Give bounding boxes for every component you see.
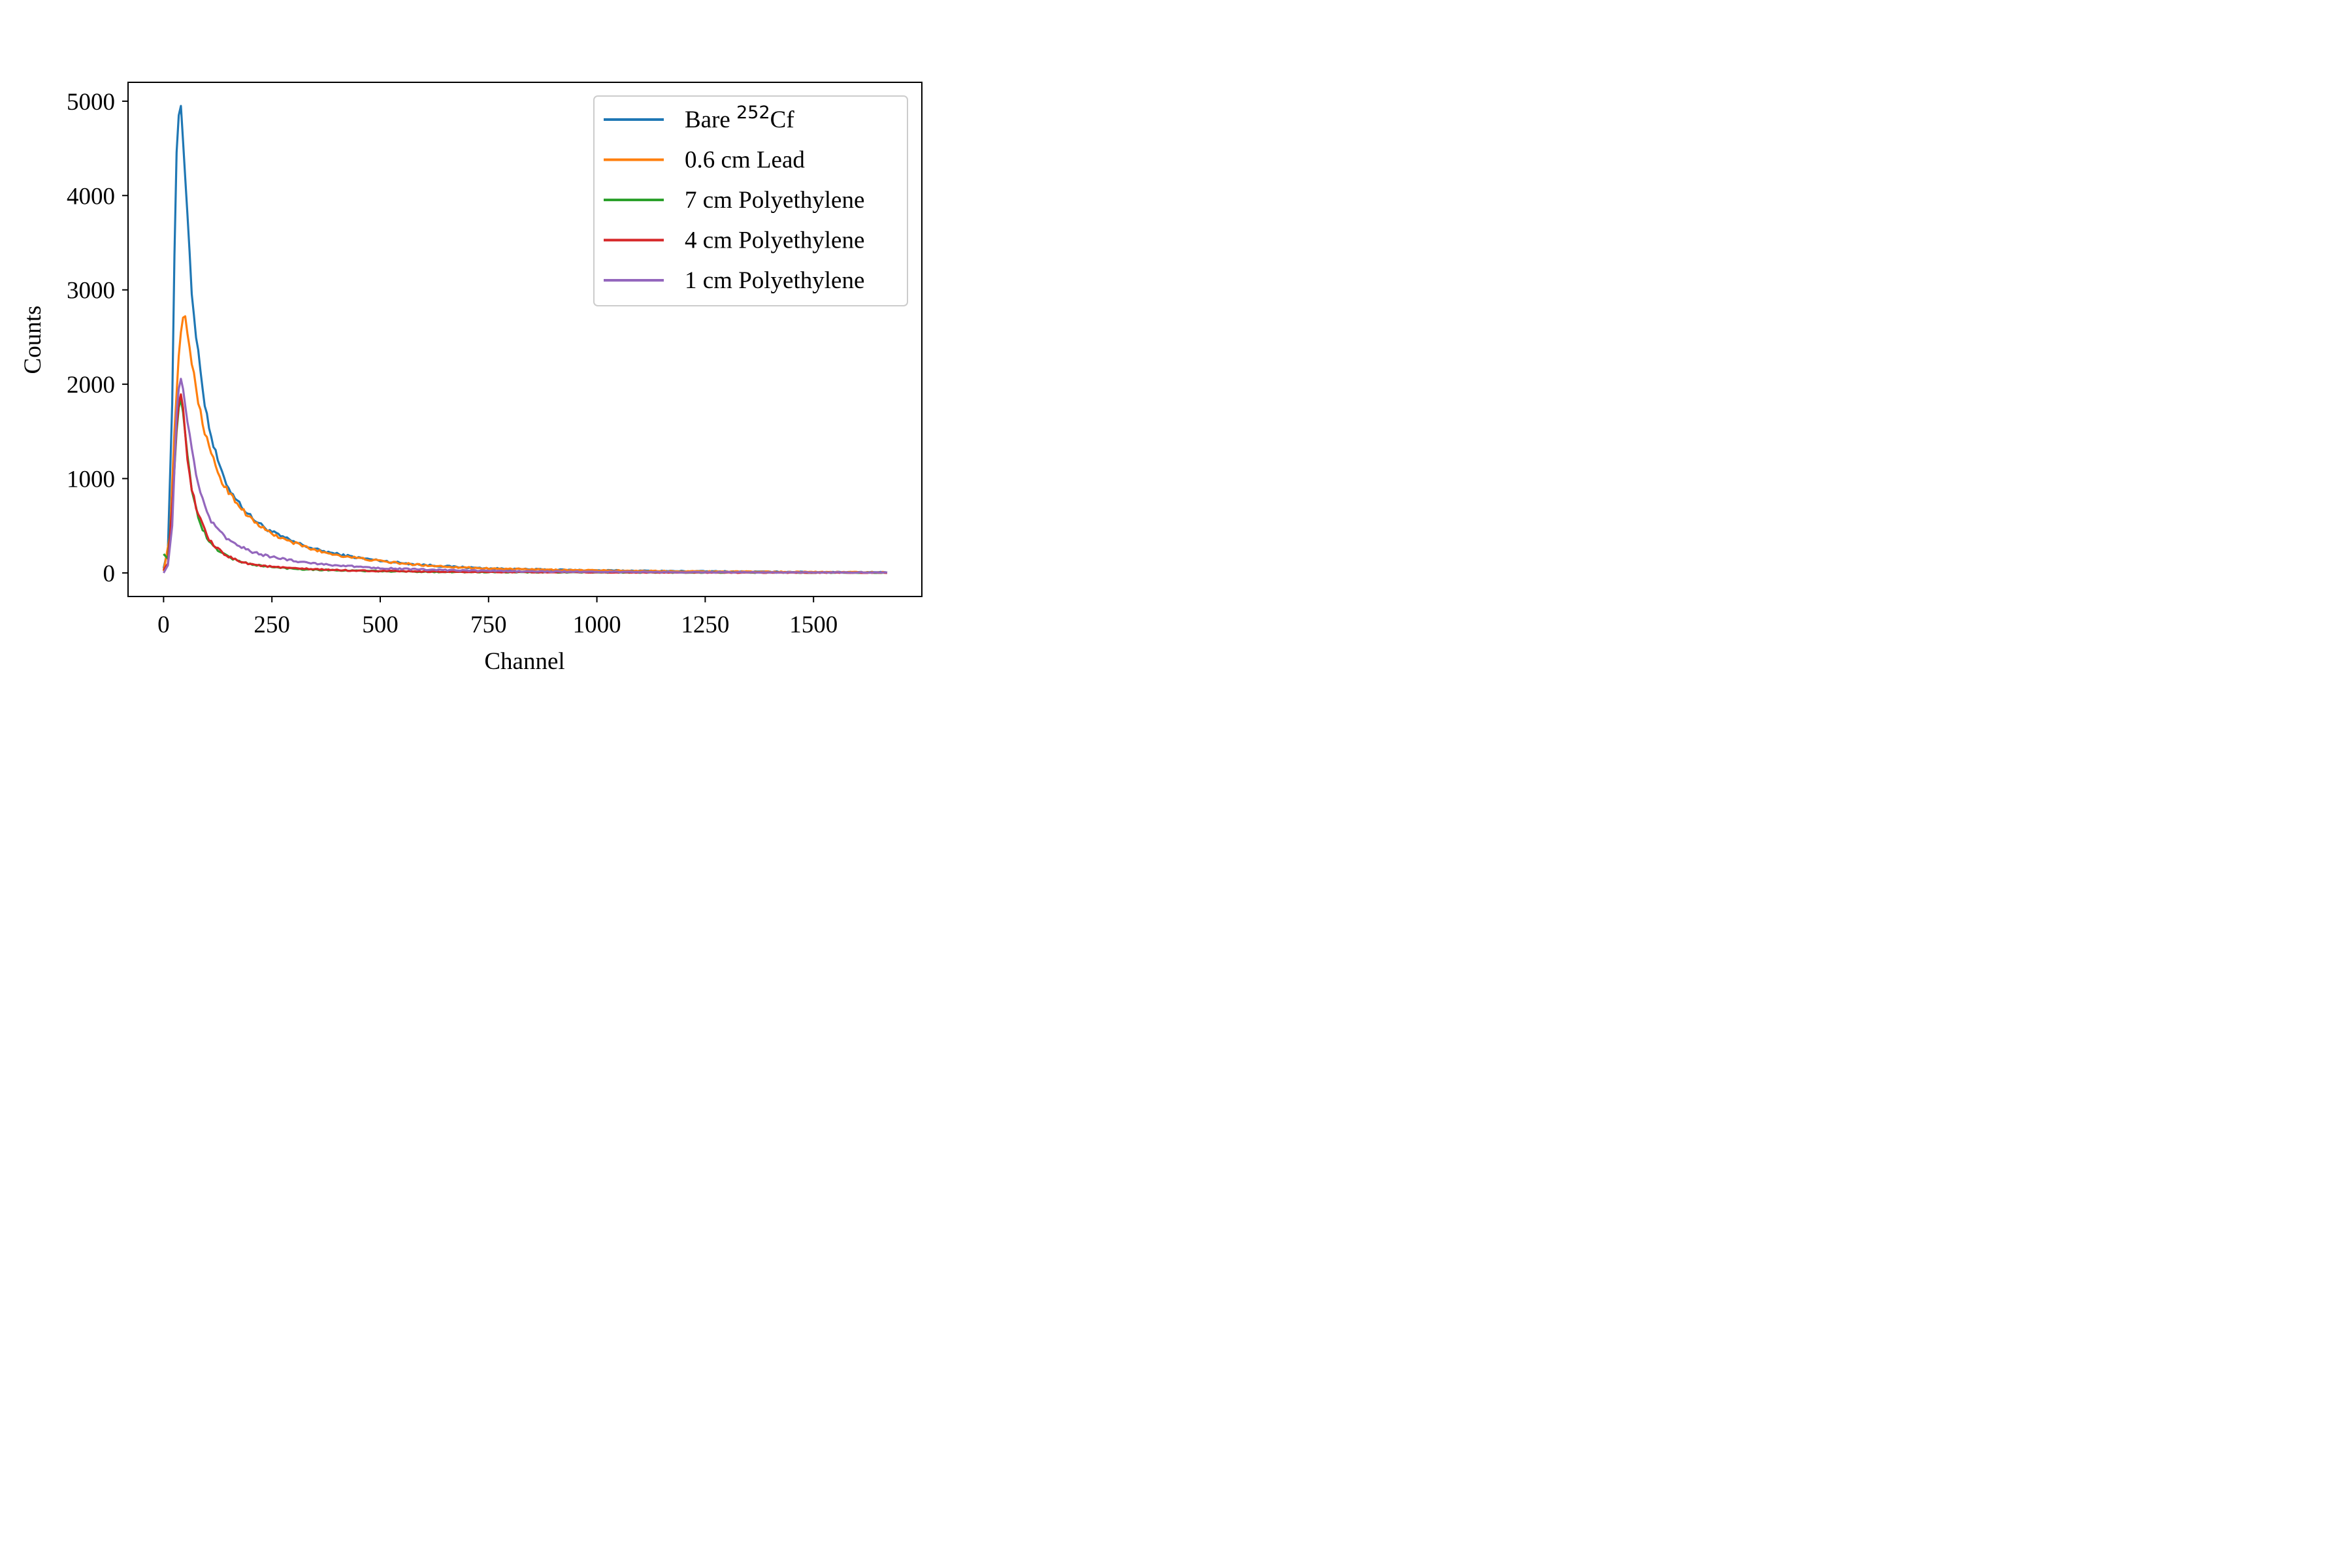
y-tick-label: 0 [103, 561, 116, 587]
legend-label: 7 cm Polyethylene [685, 187, 864, 214]
y-tick-label: 1000 [67, 466, 115, 493]
x-axis-label: Channel [484, 648, 564, 675]
x-tick-label: 1250 [681, 612, 729, 638]
chart-svg: 0 250 500 750 1000 1250 1500 0 1000 2000 3000 4000… [0, 0, 1024, 683]
x-tick-label: 250 [253, 612, 290, 638]
x-tick-label: 500 [362, 612, 399, 638]
legend-label: 4 cm Polyethylene [685, 227, 864, 254]
y-tick-label: 3000 [67, 278, 115, 304]
legend-label: 0.6 cm Lead [685, 147, 805, 174]
legend: Bare 252Cf 0.6 cm Lead 7 cm Polyethylene 4 … [593, 95, 908, 306]
x-tick-label: 750 [470, 612, 507, 638]
y-axis-label: Counts [20, 306, 46, 374]
y-axis: 0 1000 2000 3000 4000 5000 [67, 89, 128, 587]
x-axis: 0 250 500 750 1000 1250 1500 [157, 596, 838, 638]
legend-label: Bare 252Cf [685, 103, 794, 133]
x-tick-label: 1000 [573, 612, 621, 638]
y-tick-label: 2000 [67, 372, 115, 399]
series-layer [162, 105, 888, 574]
legend-label: 1 cm Polyethylene [685, 267, 864, 294]
plot-frame [127, 82, 923, 597]
chart: 0 250 500 750 1000 1250 1500 0 1000 2000 3000 4000… [0, 0, 1024, 683]
x-tick-label: 0 [157, 612, 170, 638]
y-tick-label: 4000 [67, 183, 115, 210]
legend-box [593, 95, 908, 306]
y-tick-label: 5000 [67, 89, 115, 116]
x-tick-label: 1500 [789, 612, 838, 638]
series-line [163, 378, 888, 574]
